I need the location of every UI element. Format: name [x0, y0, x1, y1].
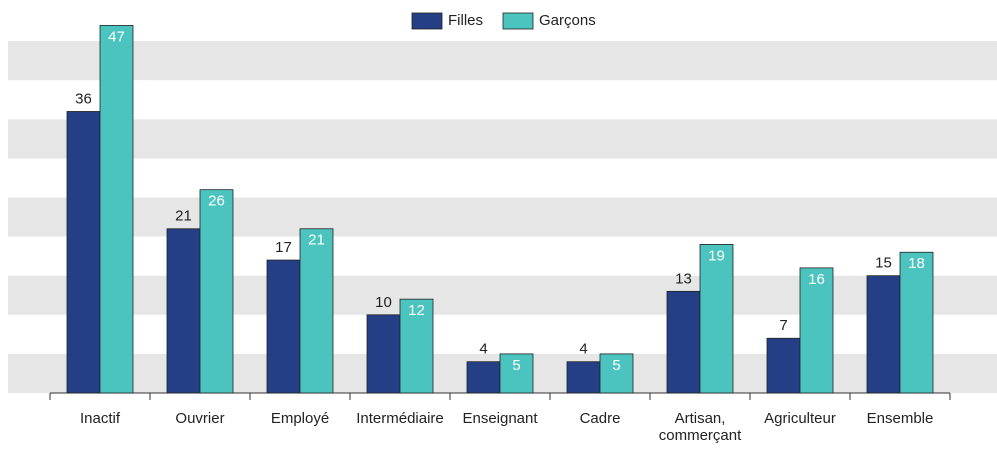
- bar: [366, 314, 401, 394]
- value-label: 7: [779, 317, 787, 334]
- value-label: 4: [579, 341, 587, 358]
- bar: [466, 361, 501, 394]
- x-tick-label: Intermédiaire: [356, 410, 444, 427]
- bar: [599, 353, 634, 394]
- x-tick-label: Ouvrier: [175, 410, 225, 427]
- bar: [299, 228, 334, 394]
- bar: [266, 259, 301, 394]
- bar: [666, 290, 701, 394]
- grid-band: [8, 41, 997, 81]
- value-label: 13: [675, 270, 692, 287]
- grid-band: [8, 275, 997, 315]
- bar: [66, 111, 101, 394]
- value-label: 16: [808, 271, 825, 288]
- bar: [766, 337, 801, 394]
- value-label: 21: [175, 208, 192, 225]
- value-label: 4: [479, 341, 487, 358]
- value-label: 19: [708, 247, 725, 264]
- bar: [499, 353, 534, 394]
- bar: [199, 189, 234, 394]
- value-label: 26: [208, 193, 225, 210]
- bar: [166, 228, 201, 394]
- x-tick-label: Artisan, commerçant: [658, 410, 742, 444]
- x-tick-label: Ensemble: [866, 410, 934, 427]
- x-tick-label: Employé: [270, 410, 330, 427]
- legend-swatch: [502, 12, 534, 30]
- bar: [899, 251, 934, 394]
- x-tick-label: Inactif: [79, 410, 121, 427]
- grid-band: [8, 119, 997, 159]
- value-label: 47: [108, 28, 125, 45]
- value-label: 17: [275, 239, 292, 256]
- bar: [699, 244, 734, 394]
- x-tick-label: Agriculteur: [764, 410, 836, 427]
- bar: [566, 361, 601, 394]
- value-label: 18: [908, 255, 925, 272]
- x-tick-label: Enseignant: [462, 410, 538, 427]
- bar: [99, 25, 134, 394]
- value-label: 5: [512, 357, 520, 374]
- bar: [799, 267, 834, 394]
- value-label: 15: [875, 255, 892, 272]
- grid-band: [8, 197, 997, 237]
- value-label: 21: [308, 232, 325, 249]
- bar: [399, 298, 434, 394]
- value-label: 12: [408, 302, 425, 319]
- value-label: 10: [375, 294, 392, 311]
- x-tick-label: Cadre: [579, 410, 621, 427]
- value-label: 36: [75, 90, 92, 107]
- legend-label: Filles: [448, 12, 483, 29]
- legend-swatch: [411, 12, 443, 30]
- value-label: 5: [612, 357, 620, 374]
- bar: [866, 275, 901, 394]
- legend-label: Garçons: [539, 12, 596, 29]
